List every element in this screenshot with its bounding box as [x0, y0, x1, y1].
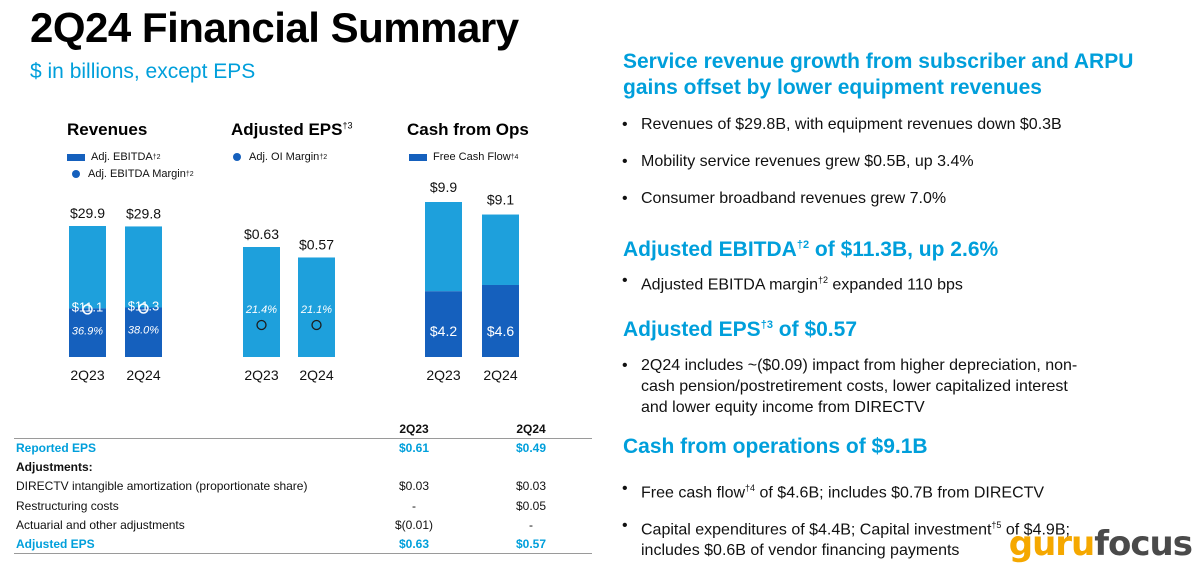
eps-data-label: $0.57	[299, 236, 334, 252]
revenues-chart-title: Revenues	[67, 120, 148, 139]
table-divider	[14, 553, 592, 554]
revenue-data-label: $29.8	[126, 205, 161, 221]
table-divider	[14, 438, 592, 439]
cash-data-label: $9.9	[430, 179, 457, 195]
fcf-data-label: $4.6	[487, 323, 514, 339]
legend-adj-oi-margin: Adj. OI Margin †2	[229, 151, 327, 163]
table-cell-2q23: $0.63	[398, 537, 430, 551]
free-cash-flow-bar	[425, 291, 462, 357]
margin-marker-dot	[138, 303, 149, 314]
x-axis-tick-label: 2Q23	[244, 367, 278, 383]
legend-dot-swatch	[72, 170, 80, 178]
legend-free-cash-flow: Free Cash Flow †4	[409, 151, 518, 163]
cash-data-label: $9.1	[487, 192, 514, 208]
x-axis-tick-label: 2Q24	[299, 367, 333, 383]
table-cell-2q24: $0.03	[515, 479, 547, 494]
table-row: Restructuring costs - $0.05	[14, 497, 592, 516]
x-axis-tick-label: 2Q24	[483, 367, 517, 383]
fcf-data-label: $4.2	[430, 323, 457, 339]
revenue-bar	[69, 226, 106, 309]
bar-charts: $29.9 $11.1 36.9% 2Q23 $29.8 $11.3 38.0% 2Q24 $0…	[69, 179, 519, 383]
table-cell-label: DIRECTV intangible amortization (proport…	[16, 479, 308, 494]
cash-from-ops-bar	[482, 214, 519, 285]
table-cell-2q24: $0.49	[515, 441, 547, 455]
x-axis-tick-label: 2Q23	[70, 367, 104, 383]
table-header-row: 2Q23 2Q24	[14, 420, 592, 439]
highlight-heading-service-revenue: Service revenue growth from subscriber a…	[623, 50, 1134, 99]
legend-bar-swatch	[67, 153, 85, 161]
highlight-heading-adj-eps: Adjusted EPS†3 of $0.57	[623, 318, 857, 341]
cash-from-ops-bar	[425, 202, 462, 292]
margin-marker-dot	[311, 319, 322, 331]
table-cell-2q23: -	[412, 498, 416, 513]
adj-ebitda-margin-label: 38.0%	[128, 324, 159, 336]
adj-ebitda-data-label: $11.1	[72, 299, 104, 314]
adj-ebitda-margin-label: 36.9%	[72, 325, 103, 337]
free-cash-flow-bar	[482, 284, 519, 357]
adjusted-eps-bar	[243, 247, 280, 357]
adj-ebitda-data-label: $11.3	[128, 298, 160, 313]
table-cell-2q23: $0.61	[398, 441, 430, 455]
highlight-heading-adj-ebitda: Adjusted EBITDA†2 of $11.3B, up 2.6%	[623, 238, 999, 261]
legend-adj-ebitda-margin: Adj. EBITDA Margin †2	[67, 168, 194, 180]
table-col-header: 2Q23	[399, 422, 429, 436]
table-row: Reported EPS $0.61 $0.49	[14, 439, 592, 458]
x-axis-tick-label: 2Q23	[426, 367, 460, 383]
table-col-header: 2Q24	[516, 422, 546, 436]
legend-adj-ebitda: Adj. EBITDA †2	[67, 151, 161, 163]
table-row: Actuarial and other adjustments $(0.01) -	[14, 516, 592, 535]
margin-marker-dot	[256, 319, 267, 331]
table-row: Adjusted EPS $0.63 $0.57	[14, 535, 592, 554]
table-row: Adjustments:	[14, 458, 592, 477]
adj-ebitda-bar	[125, 307, 162, 357]
table-cell-2q24: $0.05	[515, 498, 547, 513]
table-cell-label: Restructuring costs	[16, 498, 119, 513]
x-axis-tick-label: 2Q24	[126, 367, 160, 383]
table-row: DIRECTV intangible amortization (proport…	[14, 477, 592, 496]
table-cell-label: Adjustments:	[16, 460, 93, 475]
table-cell-label: Actuarial and other adjustments	[16, 517, 185, 532]
gurufocus-watermark: gurufocus	[1008, 524, 1193, 564]
eps-data-label: $0.63	[244, 226, 279, 242]
highlight-heading-cash-from-ops: Cash from operations of $9.1B	[623, 435, 928, 458]
page-subtitle: $ in billions, except EPS	[30, 60, 256, 83]
cash-chart-title: Cash from Ops	[407, 120, 529, 139]
revenue-bar	[125, 226, 162, 308]
margin-marker-dot	[82, 304, 93, 315]
table-cell-2q24: -	[529, 517, 533, 532]
table-cell-2q24: $0.57	[515, 537, 547, 551]
legend-bar-swatch	[409, 153, 427, 161]
table-cell-2q23: $0.03	[398, 479, 430, 494]
table-cell-2q23: $(0.01)	[394, 517, 434, 532]
page-title: 2Q24 Financial Summary	[30, 4, 519, 51]
eps-chart-title: Adjusted EPS†3	[231, 120, 353, 139]
table-cell-label: Reported EPS	[16, 441, 97, 455]
adj-ebitda-bar	[69, 308, 106, 357]
adjusted-eps-bar	[298, 257, 335, 357]
legend-dot-swatch	[233, 153, 241, 161]
table-cell-label: Adjusted EPS	[16, 537, 95, 551]
revenue-data-label: $29.9	[70, 205, 105, 221]
adj-oi-margin-label: 21.1%	[300, 304, 332, 316]
adj-oi-margin-label: 21.4%	[245, 304, 277, 316]
